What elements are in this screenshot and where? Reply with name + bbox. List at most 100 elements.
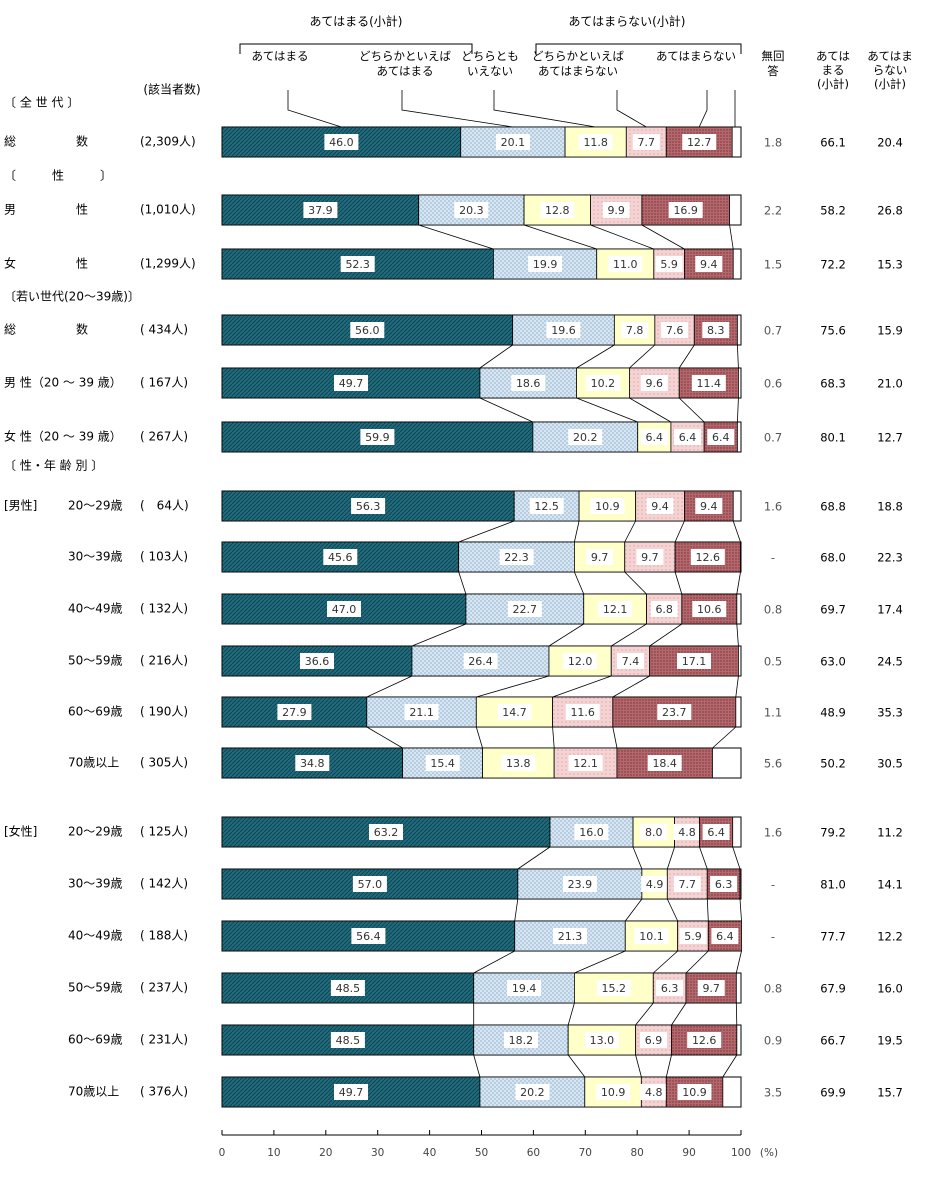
value-label: 4.8: [678, 826, 696, 839]
value-label-box: [677, 653, 711, 669]
value-label-box: [697, 980, 725, 996]
connector-line: [411, 623, 467, 647]
value-label-box: [503, 1032, 538, 1048]
x-unit-label: (%): [760, 1147, 778, 1159]
row-count: ( 216人): [140, 654, 188, 668]
connector-line: [629, 397, 672, 423]
section-title: 〔 性・年 齢 別 〕: [4, 458, 103, 473]
disagree-subtotal-value: 22.3: [877, 551, 903, 565]
row-label: 総 数: [4, 134, 88, 149]
value-label-box: [702, 322, 730, 338]
value-label: 6.4: [716, 930, 734, 943]
disagree-subtotal-value: 21.0: [877, 377, 903, 391]
connector-line: [678, 397, 705, 423]
value-label-box: [540, 202, 575, 218]
agree-subtotal-value: 72.2: [820, 258, 846, 272]
value-label: 13.0: [590, 1034, 615, 1047]
value-label-box: [562, 876, 597, 892]
value-label: 20.3: [459, 204, 484, 217]
agree-subtotal-value: 68.0: [820, 551, 846, 565]
value-label-box: [529, 498, 564, 514]
value-label: 18.6: [516, 377, 541, 390]
disagree-subtotal-value: 19.5: [877, 1034, 903, 1048]
legend-pointer-line: [401, 90, 513, 128]
value-label: 10.9: [595, 500, 620, 513]
value-label-box: [695, 498, 723, 514]
connector-line: [590, 224, 654, 250]
bar-segment: [532, 421, 639, 453]
no-answer-value: 0.9: [764, 1034, 782, 1048]
x-tick-label: 60: [527, 1147, 540, 1159]
row-count: ( 142人): [140, 877, 188, 891]
value-label: 57.0: [358, 878, 383, 891]
value-label-box: [324, 134, 359, 150]
connector-line: [611, 623, 647, 647]
value-label-box: [596, 1084, 631, 1100]
value-label: 4.8: [645, 1086, 663, 1099]
value-label: 9.9: [607, 204, 625, 217]
row-count: ( 305人): [140, 756, 188, 770]
x-tick-label: 50: [475, 1147, 488, 1159]
connector-line: [574, 520, 580, 543]
value-label: 6.4: [707, 826, 725, 839]
value-label: 9.7: [641, 551, 659, 564]
value-label-box: [507, 601, 542, 617]
value-label: 8.3: [707, 324, 725, 337]
value-label-box: [668, 202, 703, 218]
value-label-box: [497, 704, 532, 720]
value-label-box: [586, 549, 614, 565]
row-label: 男 性: [4, 203, 88, 217]
value-label: 7.7: [679, 878, 697, 891]
value-label: 10.9: [682, 1086, 707, 1099]
value-label-box: [507, 980, 542, 996]
connector-line: [699, 846, 708, 870]
value-label: 6.3: [661, 982, 679, 995]
header-count: (該当者数): [143, 82, 200, 97]
connector-line: [722, 1054, 738, 1078]
header-disagree-col: あてはまらない(小計): [867, 49, 913, 91]
value-label: 27.9: [282, 706, 307, 719]
connector-line: [576, 344, 615, 369]
disagree-subtotal-value: 15.9: [877, 324, 903, 338]
row-count: (2,309人): [140, 135, 196, 149]
value-label: 21.3: [558, 930, 583, 943]
value-label: 48.5: [336, 982, 361, 995]
value-label-box: [565, 704, 600, 720]
disagree-subtotal-value: 14.1: [877, 878, 903, 892]
value-label: 7.6: [666, 324, 684, 337]
value-label-box: [608, 256, 643, 272]
x-axis: 0 10 20 30 40 50 60 70 80 90 100 (%): [219, 1130, 778, 1159]
row-count: ( 188人): [140, 929, 188, 943]
row-count: ( 190人): [140, 705, 188, 719]
connector-line: [612, 675, 650, 698]
connector-line: [624, 571, 647, 595]
agree-subtotal-value: 48.9: [820, 706, 846, 720]
connector-line: [666, 898, 679, 922]
value-label-box: [499, 549, 534, 565]
agree-subtotal-value: 50.2: [820, 757, 846, 771]
connector-line: [517, 846, 551, 870]
value-label-box: [596, 980, 631, 996]
bar-segment: [512, 314, 615, 346]
disagree-subtotal-value: 17.4: [877, 603, 903, 617]
value-label-box: [574, 824, 609, 840]
connector-line: [366, 726, 403, 749]
connector-line: [635, 1002, 654, 1026]
disagree-subtotal-value: 26.8: [877, 204, 903, 218]
legend-pointer-line: [698, 90, 708, 128]
value-label-box: [553, 928, 587, 944]
value-label-box: [640, 1084, 668, 1100]
legend-label: あてはまる: [251, 49, 308, 63]
bar-segment: [221, 421, 534, 453]
row-count: ( 376人): [140, 1085, 188, 1099]
value-label-box: [656, 980, 684, 996]
value-label-box: [352, 876, 387, 892]
connector-line: [523, 224, 597, 250]
connector-line: [479, 397, 534, 423]
x-tick-label: 100: [731, 1147, 751, 1159]
row-count: (1,010人): [140, 203, 196, 217]
agree-subtotal-value: 58.2: [820, 204, 846, 218]
no-answer-value: 3.5: [764, 1086, 782, 1100]
value-label: 63.2: [374, 826, 399, 839]
value-label-box: [711, 928, 739, 944]
